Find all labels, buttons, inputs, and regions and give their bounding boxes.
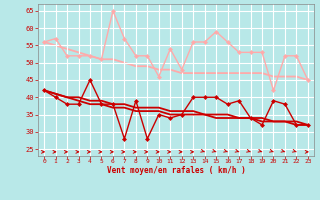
X-axis label: Vent moyen/en rafales ( km/h ): Vent moyen/en rafales ( km/h ) — [107, 166, 245, 175]
